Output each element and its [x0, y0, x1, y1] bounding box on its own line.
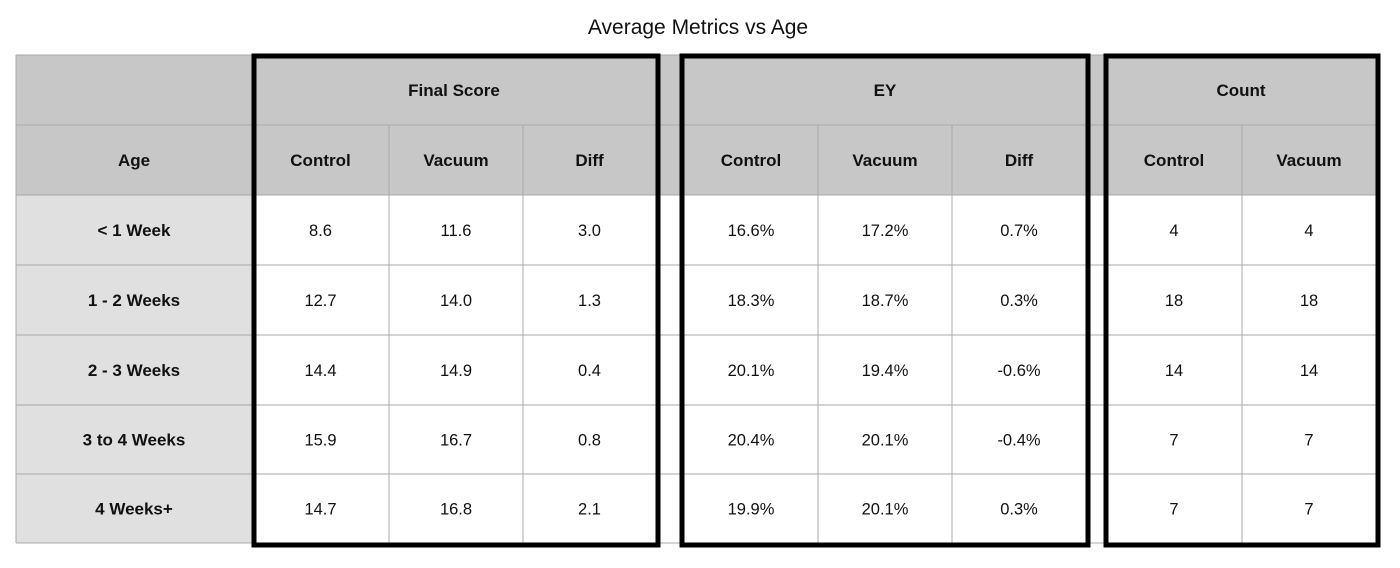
table-cell-value: 0.4: [578, 362, 601, 380]
group-header-label: EY: [874, 81, 897, 100]
table-cell-value: 14.7: [304, 501, 336, 519]
table-cell-value: 14.9: [440, 362, 472, 380]
table-cell-value: 7: [1304, 501, 1313, 519]
table-cell-value: 18: [1300, 292, 1318, 310]
table-cell-value: 20.1%: [862, 432, 909, 450]
table-cell-value: 0.3%: [1000, 501, 1038, 519]
table-cell-value: 20.1%: [728, 362, 775, 380]
table-cell-value: 19.4%: [862, 362, 909, 380]
table-cell-value: 0.7%: [1000, 222, 1038, 240]
table-cell-value: 4: [1169, 222, 1178, 240]
group-body-1: [684, 195, 1086, 543]
group-body-0: [252, 195, 656, 543]
table-cell-value: 4: [1304, 222, 1313, 240]
table-cell-value: 7: [1169, 432, 1178, 450]
table-cell-value: 18.3%: [728, 292, 775, 310]
table-cell-value: 16.7: [440, 432, 472, 450]
group-border-2: [1103, 53, 1381, 548]
table-cell-value: 14: [1165, 362, 1183, 380]
table-cell-value: 16.8: [440, 501, 472, 519]
group-body-2: [1106, 195, 1376, 543]
group-border-0: [251, 53, 661, 548]
table-cell-value: 0.8: [578, 432, 601, 450]
table-cell-value: 7: [1169, 501, 1178, 519]
table-cell-value: 2.1: [578, 501, 601, 519]
table-cell-value: 16.6%: [728, 222, 775, 240]
table-cell-value: 20.1%: [862, 501, 909, 519]
row-label-background: [16, 195, 252, 543]
chart-title: Average Metrics vs Age: [587, 16, 809, 39]
table-cell-value: 17.2%: [862, 222, 909, 240]
table-cell-value: 18.7%: [862, 292, 909, 310]
column-header-label: Diff: [1005, 151, 1034, 170]
row-label: 2 - 3 Weeks: [88, 361, 180, 380]
table-cell-value: 3.0: [578, 222, 601, 240]
row-header-label: Age: [118, 151, 150, 170]
column-header-label: Control: [1144, 151, 1204, 170]
column-header-label: Control: [290, 151, 350, 170]
table-cell-value: 18: [1165, 292, 1183, 310]
row-label: 4 Weeks+: [95, 500, 173, 519]
table-cell-value: -0.6%: [997, 362, 1040, 380]
row-label: < 1 Week: [98, 221, 171, 240]
column-header-label: Vacuum: [1276, 151, 1341, 170]
table-cell-value: 0.3%: [1000, 292, 1038, 310]
table-cell-value: 20.4%: [728, 432, 775, 450]
group-border-1: [679, 53, 1091, 548]
table-cell-value: 15.9: [304, 432, 336, 450]
table-cell-value: 14: [1300, 362, 1318, 380]
spacer-body-1: [656, 195, 684, 543]
table-cell-value: 11.6: [441, 222, 472, 240]
column-header-label: Vacuum: [852, 151, 917, 170]
table-cell-value: 7: [1304, 432, 1313, 450]
table-cell-value: 1.3: [578, 292, 601, 310]
table-cell-value: -0.4%: [997, 432, 1040, 450]
table-cell-value: 19.9%: [728, 501, 775, 519]
group-header-label: Count: [1216, 81, 1265, 100]
table-cell-value: 14.0: [440, 292, 472, 310]
column-header-label: Vacuum: [423, 151, 488, 170]
table-cell-value: 14.4: [304, 362, 336, 380]
row-label: 1 - 2 Weeks: [88, 291, 180, 310]
column-header-label: Diff: [575, 151, 604, 170]
column-header-label: Control: [721, 151, 781, 170]
group-header-label: Final Score: [408, 81, 500, 100]
spacer-body-2: [1086, 195, 1106, 543]
table-cell-value: 12.7: [304, 292, 336, 310]
table-cell-value: 8.6: [309, 222, 332, 240]
row-label: 3 to 4 Weeks: [83, 431, 186, 450]
